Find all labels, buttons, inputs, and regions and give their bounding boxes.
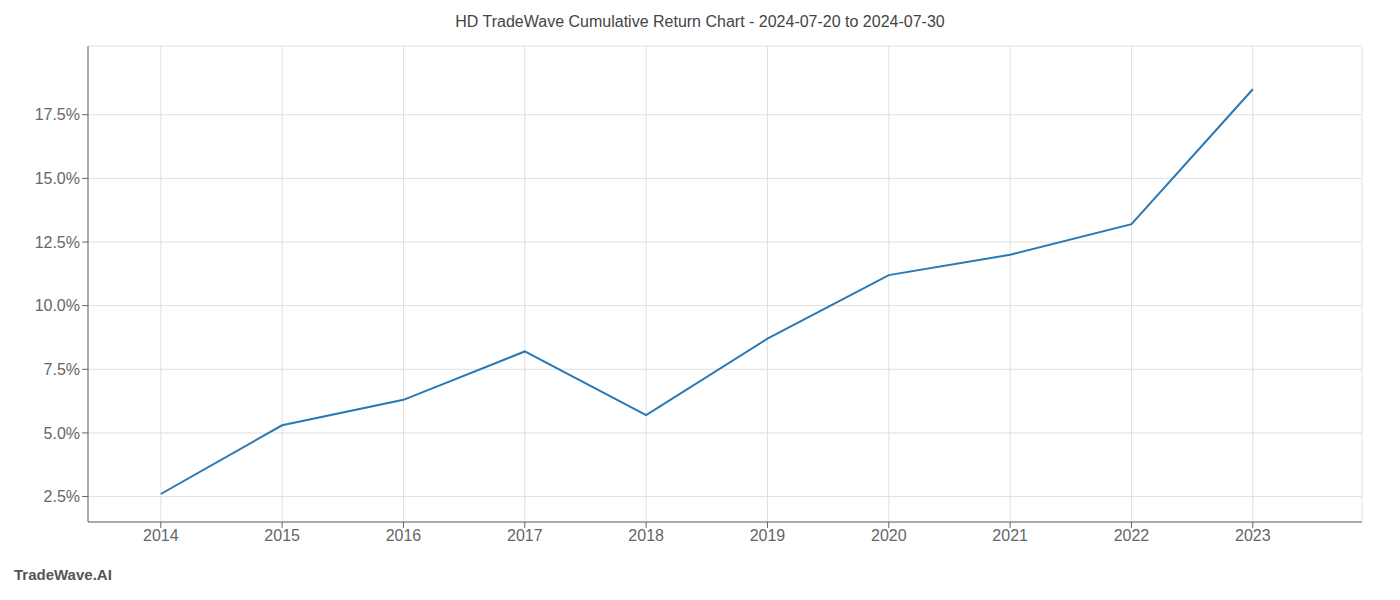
svg-text:2019: 2019 [750, 527, 786, 544]
html-text:HD TradeWave Cumulative Return: HD TradeWave Cumulative Return Chart - 2… [455, 13, 945, 30]
svg-text:2.5%: 2.5% [44, 488, 80, 505]
svg-text:10.0%: 10.0% [35, 297, 80, 314]
svg-text:5.0%: 5.0% [44, 425, 80, 442]
svg-text:2021: 2021 [992, 527, 1028, 544]
svg-text:12.5%: 12.5% [35, 234, 80, 251]
html-text:TradeWave.AI: TradeWave.AI [14, 566, 112, 583]
svg-text:2018: 2018 [628, 527, 664, 544]
svg-text:2022: 2022 [1114, 527, 1150, 544]
svg-text:2020: 2020 [871, 527, 907, 544]
svg-text:2016: 2016 [386, 527, 422, 544]
svg-text:7.5%: 7.5% [44, 361, 80, 378]
svg-text:17.5%: 17.5% [35, 106, 80, 123]
svg-text:2017: 2017 [507, 527, 543, 544]
svg-text:2023: 2023 [1235, 527, 1271, 544]
svg-text:2015: 2015 [264, 527, 300, 544]
svg-text:2014: 2014 [143, 527, 179, 544]
svg-text:15.0%: 15.0% [35, 170, 80, 187]
